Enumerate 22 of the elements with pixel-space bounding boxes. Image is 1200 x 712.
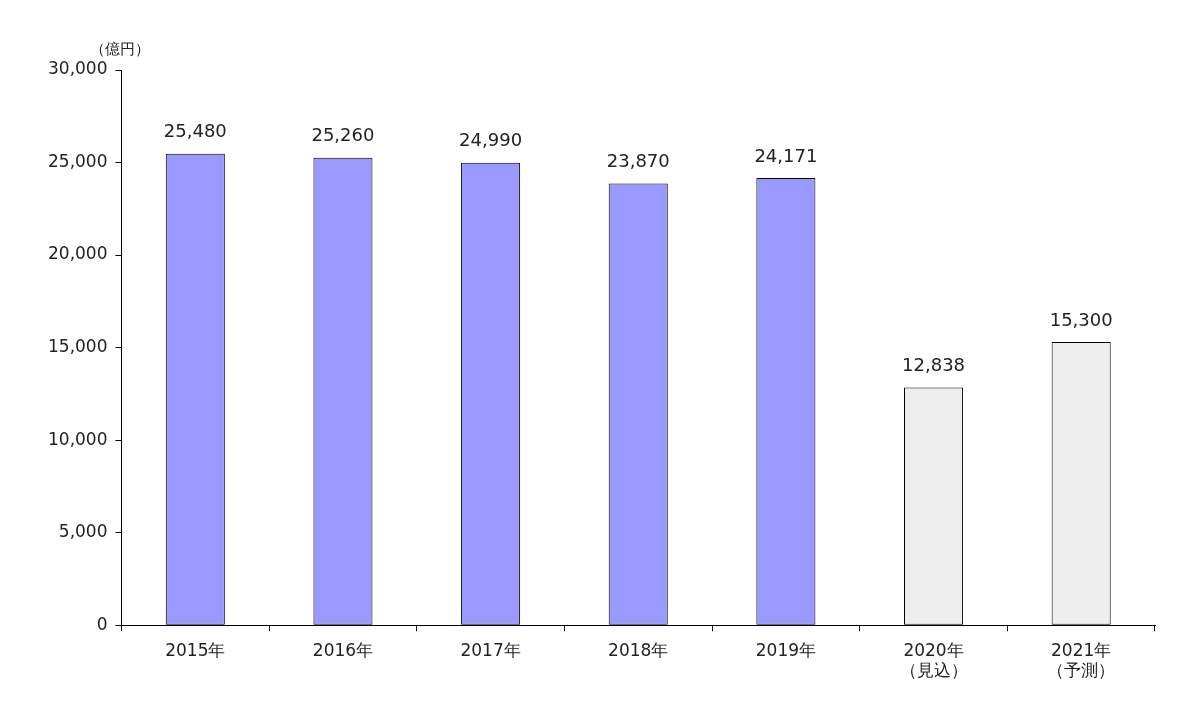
x-tick-label: 2019年 (755, 639, 817, 660)
data-label: 24,990 (459, 129, 523, 151)
x-tick-label: 2021年（予測） (1047, 639, 1116, 681)
data-label: 12,838 (902, 354, 966, 376)
y-tick-label: 0 (96, 613, 108, 634)
y-tick-label: 25,000 (48, 150, 108, 171)
y-tick-label: 30,000 (48, 58, 108, 79)
x-tick-label: 2015年 (165, 639, 226, 660)
data-label: 15,300 (1049, 308, 1113, 330)
y-tick-label: 5,000 (58, 521, 108, 542)
x-tick-label: 2017年 (460, 639, 521, 660)
x-tick-label: 2016年 (312, 639, 374, 660)
y-tick-label: 15,000 (48, 336, 108, 357)
data-label: 23,870 (606, 150, 670, 172)
y-tick-label: 20,000 (48, 243, 108, 264)
x-tick-label: 2020年（見込） (899, 639, 968, 681)
data-label: 25,480 (163, 120, 227, 142)
data-label: 25,260 (311, 124, 375, 146)
data-label: 24,171 (754, 144, 818, 166)
y-axis-title: （億円） (90, 40, 150, 59)
y-tick-label: 10,000 (48, 428, 108, 449)
x-tick-label: 2018年 (608, 639, 669, 660)
